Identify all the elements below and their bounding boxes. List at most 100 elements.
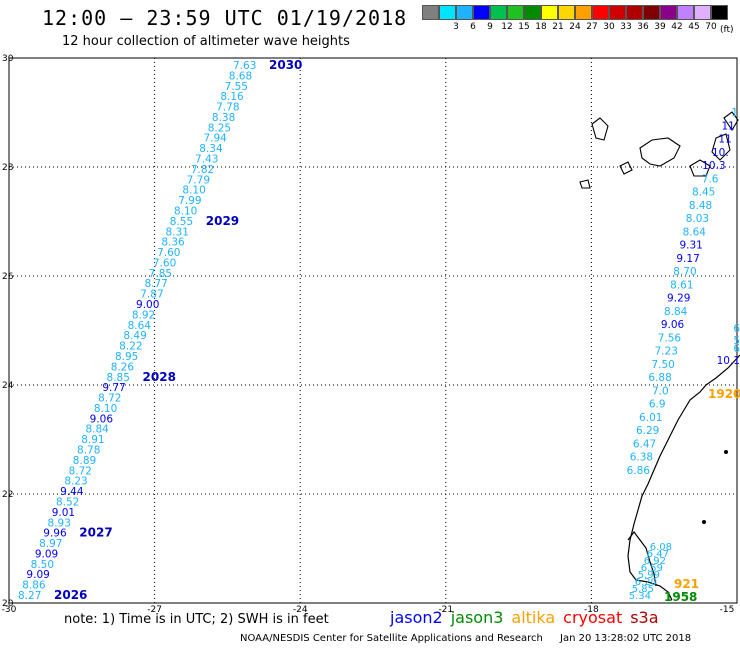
left-track-height: 8.10 [182,185,205,197]
pass-time-label: 921 [674,577,699,591]
pass-time-label: 1958 [664,590,697,604]
legend-swatch [592,5,609,20]
gran-canaria-island [689,159,711,177]
right-track-height: 6.01 [639,412,662,424]
left-track-height: 8.25 [208,122,231,134]
latitude-labels: 30 28 26 24 22 20 [2,54,14,609]
left-track-height: 8.10 [94,403,117,415]
latitude-tick-label: 20 [2,599,14,609]
tenerife-island [639,137,681,167]
legend-tick-label: 45 [688,22,700,32]
legend-swatch [711,5,728,20]
left-track-height: 8.34 [199,143,223,155]
map-title: 12:00 – 23:59 UTC 01/19/2018 [42,6,408,30]
left-track-height: 7.94 [203,133,227,145]
legend-swatch [609,5,626,20]
left-track-height: 8.72 [98,393,121,405]
right-track-height: 6.38 [630,452,653,464]
left-track-height: 8.97 [39,538,62,550]
right-edge-height: 5 [733,335,740,347]
right-track-height: 8.03 [686,213,709,225]
left-track-height: 8.23 [64,476,87,488]
left-track-height: 8.84 [85,424,109,436]
latitude-tick-label: 26 [2,272,14,282]
pass-time-label: 2026 [54,588,87,602]
satellite-jason2: jason2 [390,608,443,627]
legend-tick-label: 42 [671,22,683,32]
right-track-height: 6.86 [627,465,651,477]
satellite-s3a: s3a [630,608,659,627]
pass-time-label: 2028 [143,370,176,384]
left-track-height: 8.77 [144,278,167,290]
right-track-height: 11 [718,134,731,146]
legend-tick-label: 9 [487,22,493,32]
right-track-height: 9.17 [676,253,699,265]
legend-swatch [575,5,592,20]
left-track-height: 8.26 [111,361,135,373]
coastline [627,354,740,601]
left-track-height: 7.63 [233,60,256,72]
map-note: note: 1) Time is in UTC; 2) SWH is in fe… [64,612,329,627]
right-edge-height: 6 [733,343,740,355]
left-track-height: 8.16 [220,91,244,103]
right-track-height: 7.6 [702,173,719,185]
left-track-height: 8.78 [77,445,100,457]
map-grid [8,57,738,604]
coastal-track-height: 5.85 [632,584,654,595]
left-track-height: 8.27 [18,590,41,602]
legend-labels: 3 6 9 12 15 18 21 24 27 30 33 36 39 42 45 70 [422,20,728,34]
map-frame [8,57,738,604]
left-track-times: 2030 2029 2028 2027 2026 [54,58,302,602]
right-track-height: 7.23 [655,346,678,358]
legend-tick-label: 24 [569,22,581,32]
coastal-track-height: 6.08 [650,542,672,553]
legend-swatch [694,5,711,20]
latitude-tick-label: 22 [2,490,13,500]
left-track-height: 7.43 [195,154,218,166]
islet-1 [724,450,728,454]
longitude-tick-label: -24 [293,605,308,615]
coastal-track-height: 5.34 [629,591,651,602]
coastal-track-height: 6.59 [641,563,663,574]
legend-swatch [558,5,575,20]
legend-tick-label: 18 [535,22,547,32]
right-track-height: 7.0 [652,385,669,397]
legend-tick-label: 33 [620,22,632,32]
satellite-jason3: jason3 [450,608,504,627]
left-track-height: 7.60 [153,257,176,269]
left-track-height: 7.78 [216,102,239,114]
left-track-height: 8.89 [73,455,96,467]
left-track-height: 8.38 [212,112,235,124]
la-palma-island [591,117,609,141]
credit-text: NOAA/NESDIS Center for Satellite Applica… [240,633,543,644]
left-track-height: 9.06 [90,413,114,425]
longitude-tick-label: -21 [438,605,453,615]
legend-swatch [524,5,541,20]
coastal-track-height: 6.20 [635,577,657,588]
right-track-height: 8.48 [689,200,712,212]
left-track-height: 8.64 [128,320,152,332]
left-track-height: 9.01 [52,507,75,519]
right-track-height: 6.47 [633,438,656,450]
left-track-height: 8.86 [22,580,46,592]
satellite-cryosat: cryosat [563,608,623,627]
left-altimeter-track: 7.638.687.558.167.788.388.257.948.347.43… [18,60,256,602]
right-edge-height: 6 [733,323,740,335]
left-track-height: 9.77 [102,382,125,394]
left-track-height: 8.49 [123,330,146,342]
right-track-height: 6.9 [649,399,666,411]
right-track-height: 7.56 [658,332,682,344]
left-track-height: 9.09 [35,548,58,560]
legend-swatch [643,5,660,20]
legend-tick-label: 30 [603,22,615,32]
left-track-height: 8.72 [69,465,92,477]
left-track-height: 9.00 [136,299,159,311]
left-track-height: 8.91 [81,434,104,446]
generation-timestamp: Jan 20 13:28:02 UTC 2018 [560,633,692,644]
legend-swatch [541,5,558,20]
left-track-height: 9.09 [26,569,49,581]
coastal-track-height: 6.47 [647,549,669,560]
coastal-track-height: 5.99 [638,570,660,581]
longitude-labels: -30 -27 -24 -21 -18 -15 [2,605,735,615]
